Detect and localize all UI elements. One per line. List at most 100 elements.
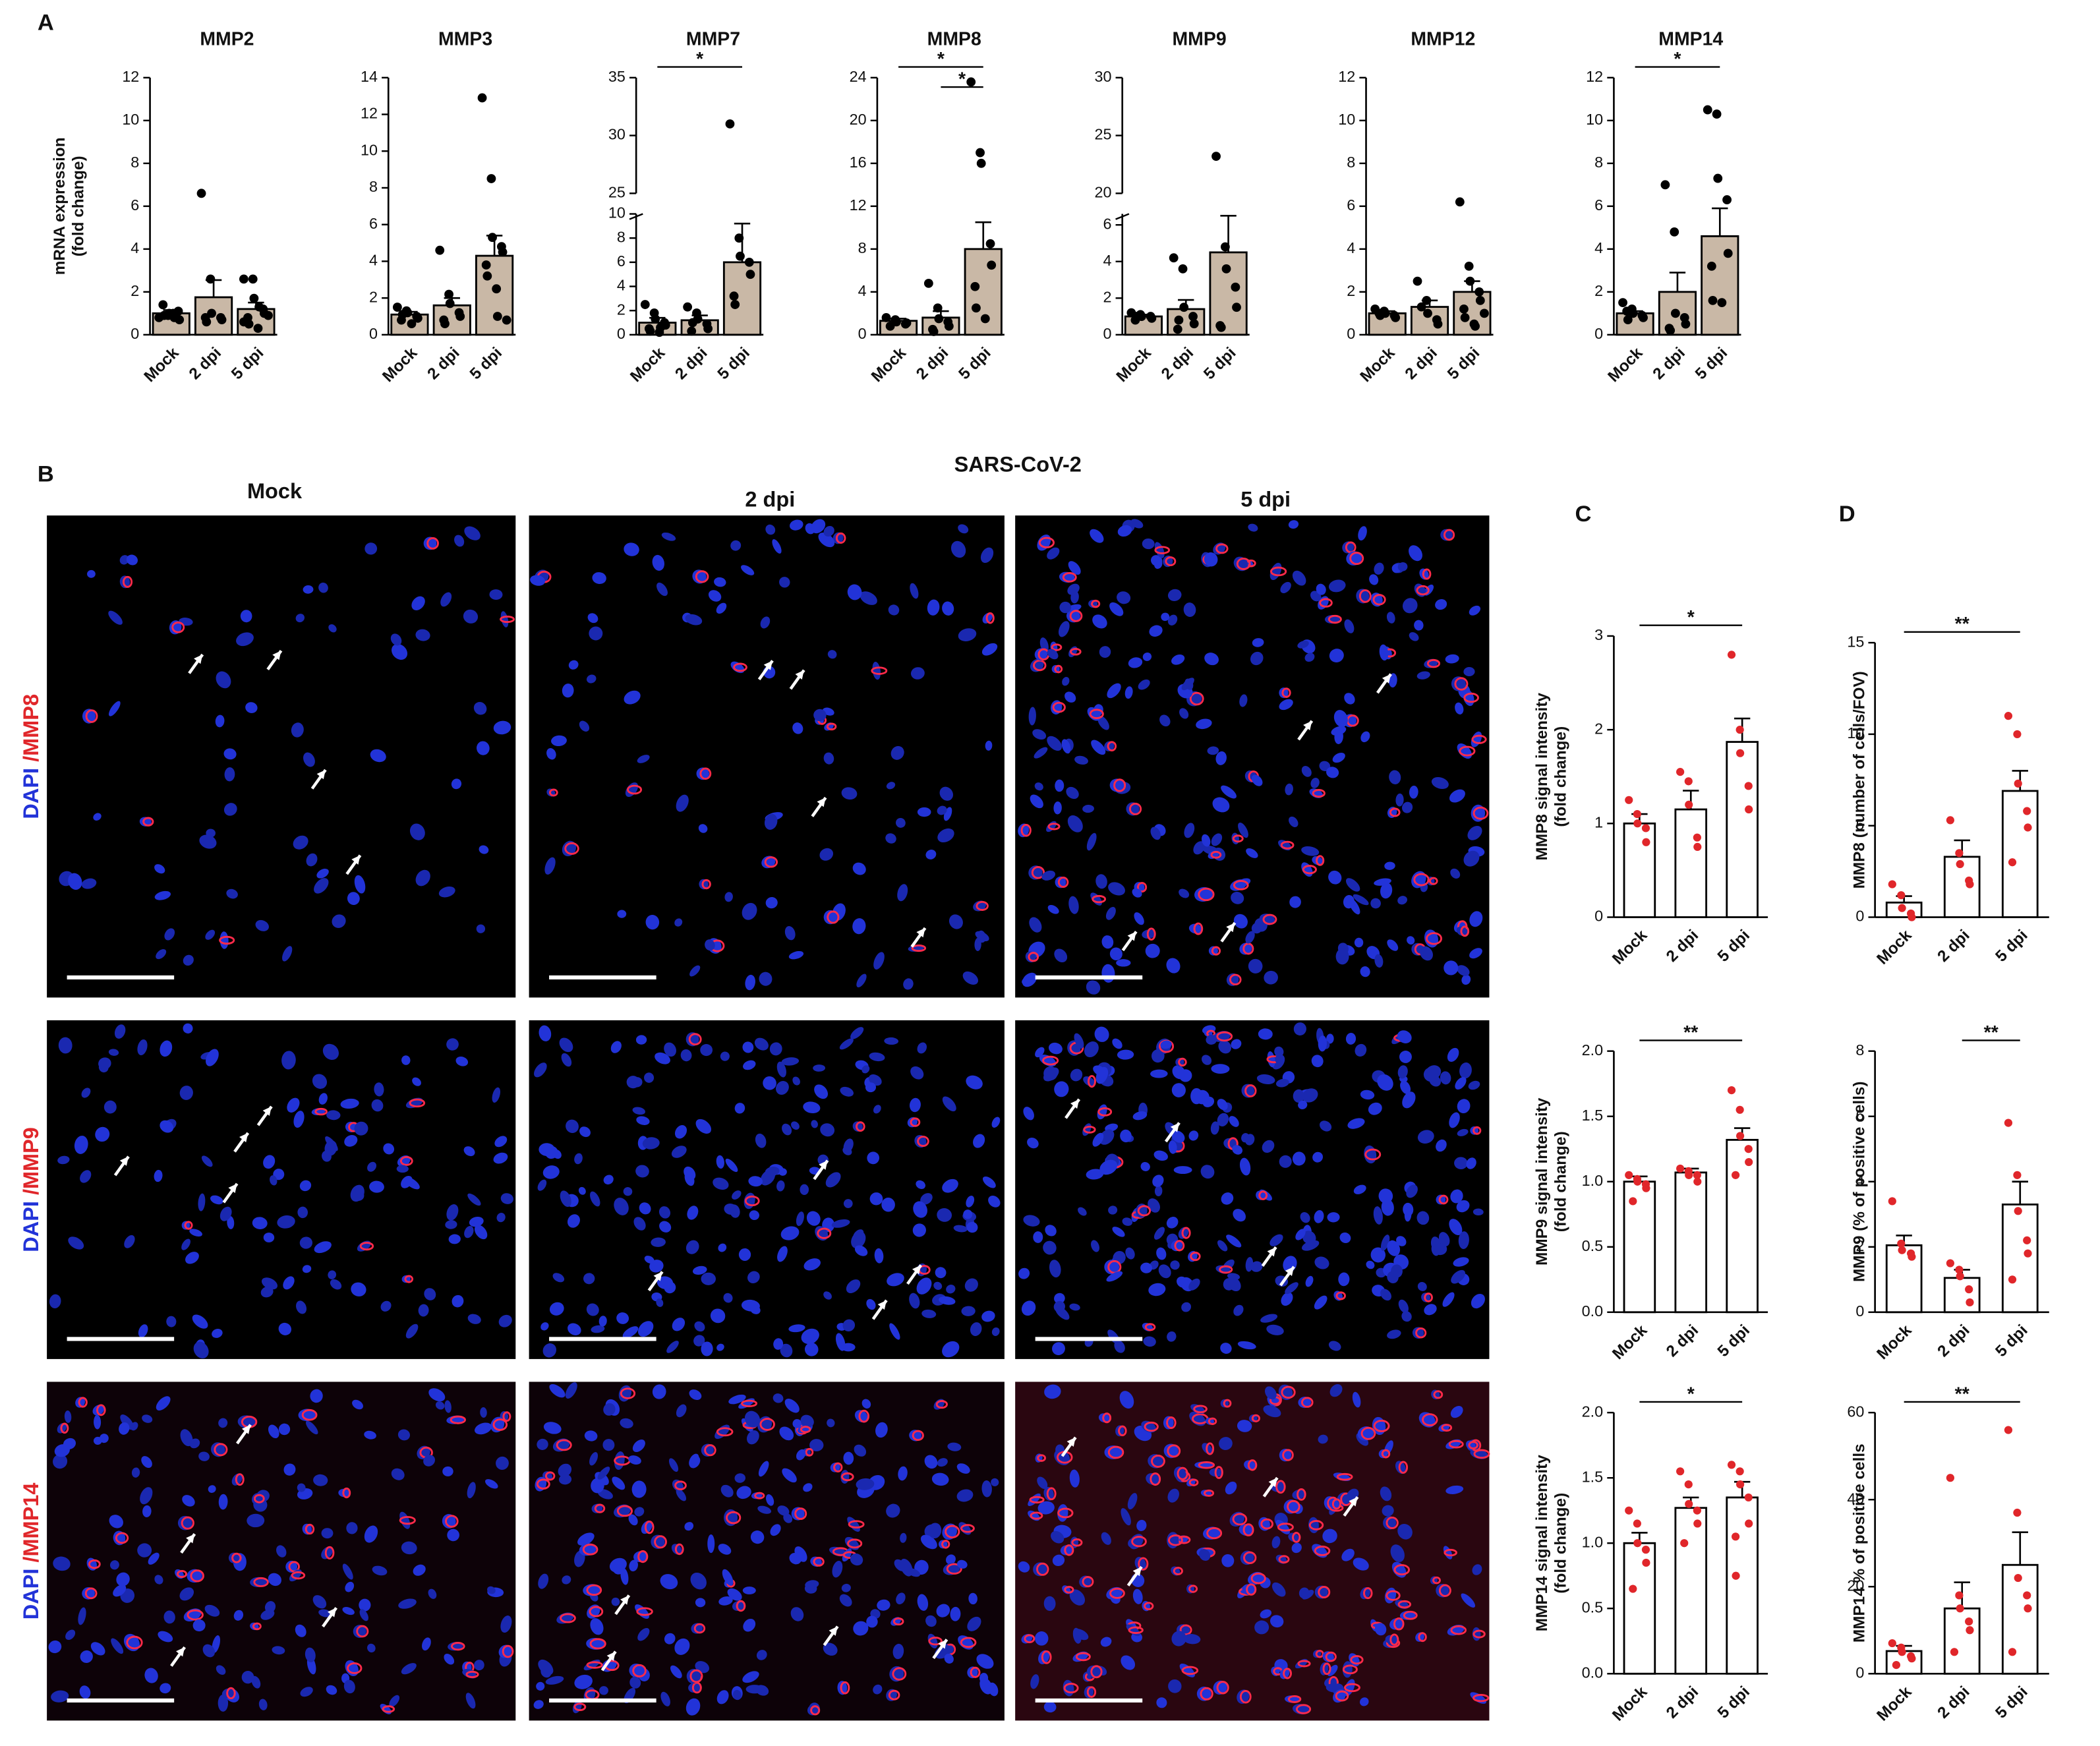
data-point <box>1713 173 1723 183</box>
nucleus <box>328 1270 337 1279</box>
nucleus <box>401 1176 413 1188</box>
signal <box>1450 1625 1467 1635</box>
nucleus <box>154 890 171 900</box>
nucleus <box>1124 686 1133 699</box>
data-point <box>1625 1171 1633 1179</box>
nucleus <box>796 1449 806 1461</box>
nucleus <box>733 1689 742 1701</box>
nucleus <box>917 807 931 817</box>
nucleus <box>602 1439 615 1451</box>
nucleus <box>1380 1289 1391 1301</box>
nucleus <box>907 1117 918 1128</box>
y-tick-label: 4 <box>369 252 378 269</box>
signal <box>733 662 747 672</box>
nucleus <box>1342 541 1355 554</box>
nucleus <box>860 591 877 605</box>
nucleus <box>931 1472 949 1486</box>
data-point <box>492 284 502 294</box>
signal <box>764 856 778 868</box>
nucleus <box>438 886 455 898</box>
nucleus <box>1200 1165 1215 1179</box>
nucleus <box>1292 1704 1310 1715</box>
y-tick-label: 10 <box>1338 111 1355 128</box>
bar <box>2001 1563 2039 1675</box>
nucleus <box>1250 651 1264 666</box>
nucleus <box>928 1523 942 1538</box>
signal <box>1428 877 1438 885</box>
nucleus <box>540 1666 552 1678</box>
arrow-head <box>239 1132 248 1143</box>
y-axis-label: MMP8 (number of cells/FOV) <box>1851 671 1869 888</box>
nucleus <box>1109 602 1124 616</box>
nucleus <box>345 1121 357 1132</box>
signal <box>840 1681 850 1695</box>
data-point <box>1888 1639 1896 1648</box>
nucleus <box>1034 648 1048 661</box>
nucleus <box>1210 1121 1219 1135</box>
nucleus <box>467 1482 476 1499</box>
micrograph <box>1015 515 1490 998</box>
nucleus <box>1023 1107 1034 1120</box>
nucleus <box>487 1586 496 1594</box>
nucleus <box>970 1322 982 1336</box>
bar <box>1726 1496 1759 1675</box>
nucleus <box>668 1458 679 1472</box>
nucleus <box>1337 943 1349 955</box>
nucleus <box>629 1559 638 1572</box>
nucleus <box>285 1560 298 1573</box>
nucleus <box>1264 1386 1277 1400</box>
y-tick-label: 1.5 <box>1582 1468 1603 1485</box>
data-point <box>725 119 735 129</box>
data-point <box>1670 227 1679 237</box>
nucleus <box>840 1086 854 1097</box>
nucleus <box>1395 793 1404 807</box>
nucleus <box>544 857 556 875</box>
nucleus <box>1353 1557 1369 1571</box>
nucleus <box>765 1167 780 1177</box>
nucleus <box>589 626 603 641</box>
signal <box>1086 1686 1097 1698</box>
nucleus <box>321 1546 333 1559</box>
nucleus <box>1193 841 1206 855</box>
data-point <box>1706 261 1716 271</box>
nucleus <box>1117 1049 1134 1060</box>
column-header: Mock <box>247 479 303 503</box>
data-point <box>1898 1648 1906 1656</box>
nucleus <box>776 1180 785 1192</box>
nucleus <box>1048 1042 1063 1055</box>
nucleus <box>1244 1460 1256 1470</box>
data-point <box>1745 805 1753 814</box>
nucleus <box>58 1037 73 1054</box>
nucleus <box>1163 555 1173 567</box>
nucleus <box>656 582 668 597</box>
nucleus <box>757 1416 773 1433</box>
nucleus <box>670 1665 682 1679</box>
nucleus <box>1108 1206 1118 1215</box>
nucleus <box>1258 1028 1273 1040</box>
signal <box>1047 823 1061 830</box>
y-tick-label: 14 <box>361 68 378 85</box>
nucleus <box>397 1155 411 1167</box>
nucleus <box>160 1120 174 1133</box>
bar <box>2001 790 2039 918</box>
data-point <box>392 303 402 312</box>
nucleus <box>367 1161 376 1172</box>
data-point <box>196 189 206 198</box>
nucleus <box>620 1418 633 1428</box>
data-point <box>1888 1197 1896 1206</box>
nucleus <box>1263 1405 1281 1418</box>
nucleus <box>473 702 487 715</box>
nucleus <box>1242 1584 1255 1595</box>
arrow-head <box>653 1271 662 1281</box>
signal <box>1204 1489 1215 1497</box>
nucleus <box>803 1101 821 1114</box>
signal <box>835 532 846 544</box>
nucleus <box>500 1615 512 1633</box>
nucleus <box>302 1265 312 1273</box>
nucleus <box>137 1039 148 1056</box>
nucleus <box>1200 1490 1212 1497</box>
signal <box>226 1687 236 1700</box>
data-point <box>492 312 502 321</box>
nucleus <box>1116 959 1131 967</box>
nucleus <box>854 1410 868 1423</box>
